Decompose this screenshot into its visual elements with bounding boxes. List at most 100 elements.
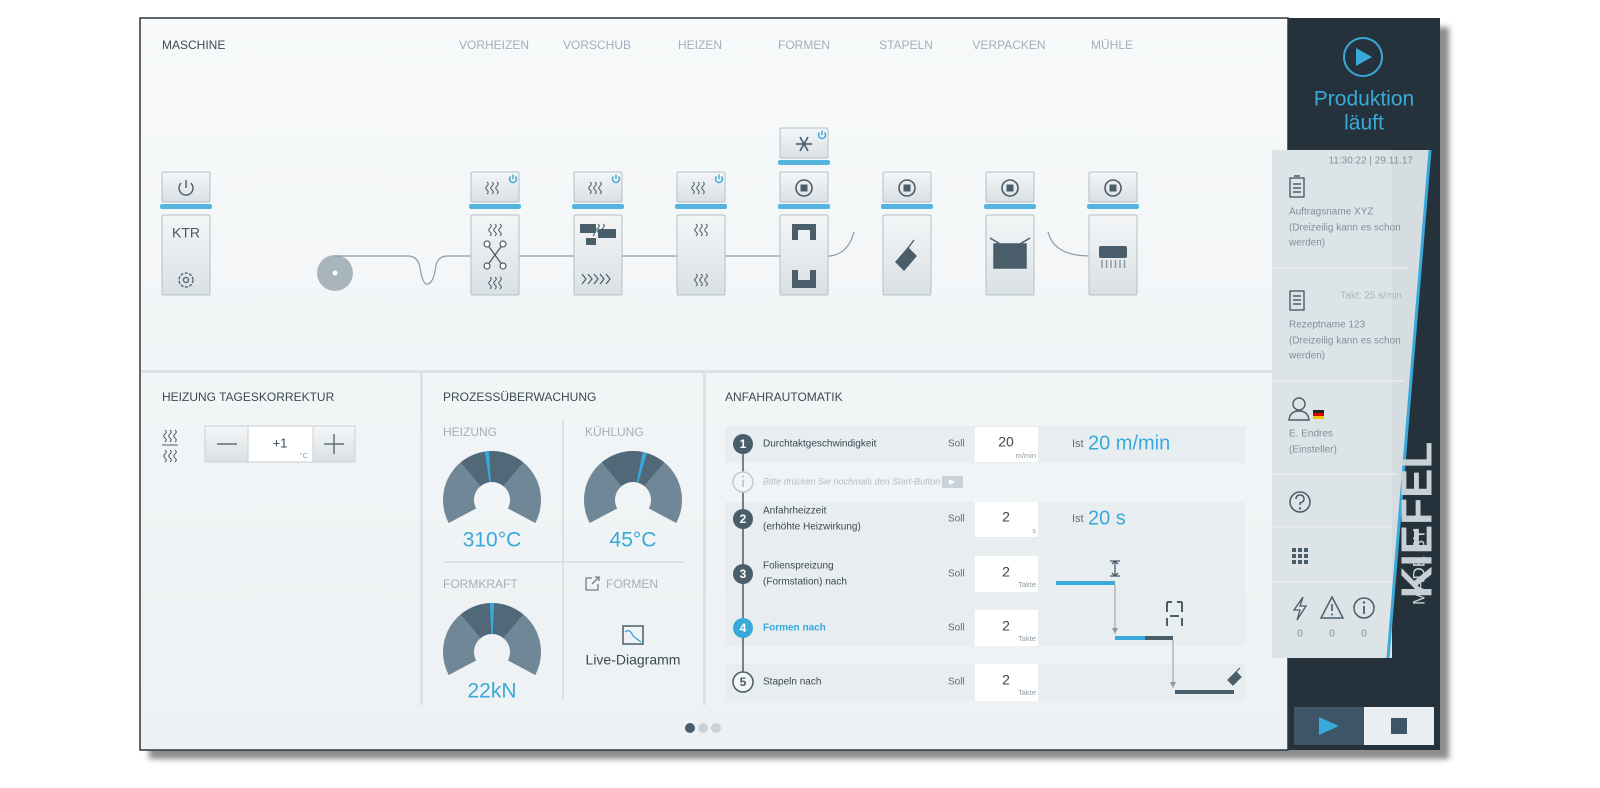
heat-wave bbox=[699, 273, 703, 287]
input[interactable] bbox=[975, 556, 1038, 592]
input[interactable] bbox=[975, 664, 1038, 701]
help-button[interactable] bbox=[1289, 491, 1311, 513]
station-button[interactable] bbox=[572, 171, 624, 209]
tab[interactable]: HEIZEN bbox=[678, 38, 722, 52]
input-value[interactable]: 2 bbox=[1002, 564, 1010, 580]
tab[interactable]: VORHEIZEN bbox=[459, 38, 529, 52]
stop-icon bbox=[1104, 179, 1122, 197]
tab[interactable]: VERPACKEN bbox=[972, 38, 1045, 52]
apps-dot bbox=[1292, 560, 1296, 564]
station-button[interactable] bbox=[984, 171, 1036, 209]
status-glow bbox=[778, 160, 830, 165]
stop-icon bbox=[898, 179, 916, 197]
heat-wave bbox=[598, 181, 602, 195]
snow-icon bbox=[799, 136, 809, 152]
start-button-icon bbox=[949, 479, 955, 485]
input-value[interactable]: 2 bbox=[1002, 672, 1010, 688]
apps-dot bbox=[1292, 554, 1296, 558]
takt: Takt: 25 s/min bbox=[1340, 291, 1402, 302]
roller-icon bbox=[483, 262, 491, 270]
station-button[interactable] bbox=[881, 171, 933, 209]
counter: 0 bbox=[1329, 629, 1335, 640]
input[interactable] bbox=[975, 502, 1038, 537]
diagram-icon-curve bbox=[624, 630, 642, 643]
help-icon bbox=[1298, 507, 1302, 510]
datetime: 11:30:22 | 29.11.17 bbox=[1328, 156, 1413, 167]
heat-wave bbox=[488, 276, 492, 290]
heat-wave bbox=[493, 223, 497, 237]
timeline-bar bbox=[1145, 636, 1173, 640]
apps-button[interactable] bbox=[1292, 548, 1308, 564]
heat-wave bbox=[704, 223, 708, 237]
timeline-bar bbox=[1175, 690, 1234, 694]
flag bbox=[1313, 413, 1324, 416]
tab[interactable]: VORSCHUB bbox=[563, 38, 631, 52]
divider bbox=[703, 373, 706, 705]
page-dot[interactable] bbox=[698, 723, 708, 733]
cooling-button[interactable] bbox=[778, 127, 830, 165]
box-icon bbox=[989, 237, 1031, 269]
station-button[interactable] bbox=[778, 171, 830, 209]
station-button[interactable] bbox=[1087, 171, 1139, 209]
step-label: Durchtaktgeschwindigkeit bbox=[763, 439, 877, 450]
heat-wave bbox=[488, 223, 492, 237]
help-icon bbox=[1289, 491, 1311, 513]
tab[interactable]: MÜHLE bbox=[1091, 38, 1133, 52]
step-number-circle bbox=[733, 564, 753, 584]
apps-dot bbox=[1304, 554, 1308, 558]
input-value[interactable]: 2 bbox=[1002, 509, 1010, 525]
input-value[interactable]: 20 bbox=[998, 434, 1014, 450]
tab[interactable]: STAPELN bbox=[879, 38, 933, 52]
tab[interactable]: FORMEN bbox=[778, 38, 830, 52]
power-icon bbox=[508, 176, 518, 184]
panel-title: PROZESSÜBERWACHUNG bbox=[443, 390, 596, 404]
apps-dot bbox=[1298, 554, 1302, 558]
power-alarm-icon[interactable] bbox=[1292, 596, 1308, 621]
user-icon bbox=[1288, 410, 1310, 421]
user-line: E. Endres bbox=[1289, 429, 1333, 440]
feed-icon bbox=[586, 238, 596, 245]
heat-wave bbox=[493, 276, 497, 290]
heat-wave bbox=[163, 449, 167, 463]
link-icon bbox=[585, 576, 600, 591]
heat-wave bbox=[701, 181, 705, 195]
info-icon bbox=[741, 475, 745, 478]
status: läuft bbox=[1344, 112, 1384, 135]
flag bbox=[1313, 416, 1324, 419]
input-value[interactable]: 2 bbox=[1002, 618, 1010, 634]
sequence-timeline bbox=[1056, 560, 1242, 694]
status-glow bbox=[1087, 204, 1139, 209]
timeline-arrow bbox=[1170, 682, 1176, 688]
page-dot[interactable] bbox=[685, 723, 695, 733]
power-icon bbox=[817, 132, 827, 140]
info-card bbox=[1272, 150, 1392, 658]
step-number: 4 bbox=[740, 621, 747, 635]
external-link-icon[interactable] bbox=[585, 576, 600, 591]
diagram-label[interactable]: Live-Diagramm bbox=[586, 652, 681, 668]
page-dot[interactable] bbox=[711, 723, 721, 733]
station-button[interactable] bbox=[675, 171, 727, 209]
stop-icon bbox=[795, 179, 813, 197]
input[interactable] bbox=[975, 427, 1038, 462]
ist-value: 20 s bbox=[1088, 507, 1126, 529]
diagram-icon[interactable] bbox=[622, 625, 644, 645]
status-icon bbox=[1343, 37, 1383, 77]
feed-arrow bbox=[599, 273, 605, 285]
input[interactable] bbox=[975, 610, 1038, 646]
gear-icon bbox=[178, 272, 194, 288]
ktr-button[interactable] bbox=[160, 171, 212, 209]
form-icon bbox=[1166, 601, 1183, 626]
order-line: (Dreizeilig kann es schon bbox=[1289, 223, 1401, 234]
recipe-icon bbox=[1289, 290, 1305, 311]
warning-icon[interactable] bbox=[1319, 595, 1345, 619]
module-body bbox=[676, 214, 726, 296]
machine-diagram bbox=[160, 127, 1139, 296]
power-icon bbox=[714, 176, 724, 184]
hint: Bitte drücken Sie nochmals den Start-But… bbox=[763, 476, 940, 486]
stack-icon bbox=[1227, 667, 1242, 686]
link-label[interactable]: FORMEN bbox=[606, 577, 658, 591]
input-unit: Takte bbox=[1018, 688, 1036, 697]
info-alarm-icon[interactable] bbox=[1353, 597, 1375, 619]
step-label: (erhöhte Heizwirkung) bbox=[763, 522, 861, 533]
station-button[interactable] bbox=[469, 171, 521, 209]
